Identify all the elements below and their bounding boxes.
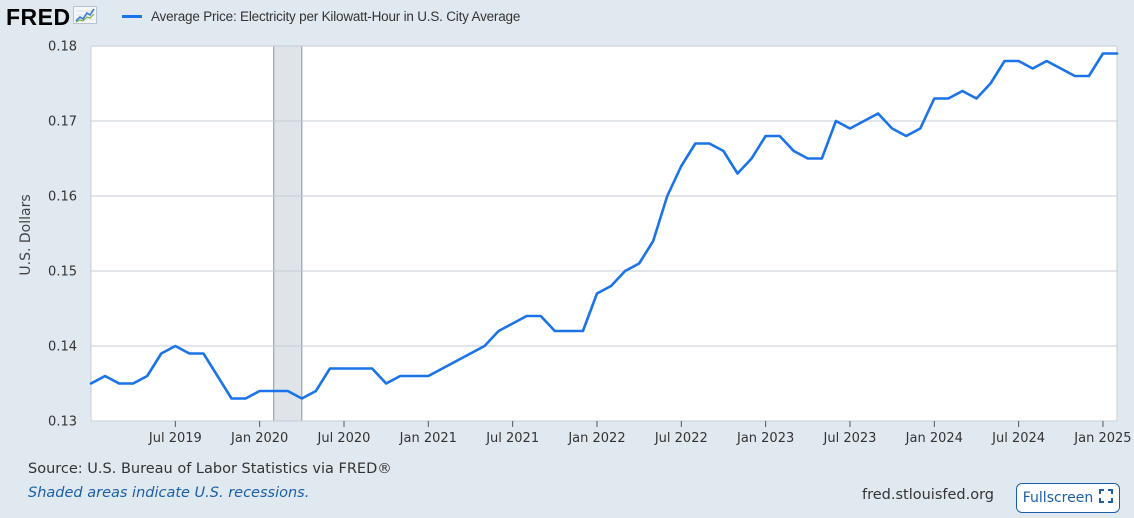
fullscreen-label: Fullscreen [1022, 490, 1094, 506]
y-tick-label: 0.18 [48, 40, 77, 55]
legend-swatch [122, 15, 142, 18]
plot-background [91, 46, 1117, 421]
chart-line-icon [72, 6, 97, 29]
y-axis-label: U.S. Dollars [18, 194, 34, 276]
x-tick-label: Jan 2021 [399, 431, 457, 446]
recession-note: Shaded areas indicate U.S. recessions. [28, 485, 310, 501]
x-tick-label: Jul 2019 [148, 431, 202, 446]
source-text: Source: U.S. Bureau of Labor Statistics … [28, 461, 392, 477]
x-tick-label: Jul 2020 [317, 431, 371, 446]
y-tick-label: 0.14 [48, 340, 77, 355]
x-axis-ticks: Jul 2019 Jan 2020 Jul 2020 Jan 2021 Jul 2021… [148, 421, 1132, 446]
x-tick-label: Jul 2021 [485, 431, 539, 446]
plot-area [91, 46, 1117, 421]
y-axis-ticks: 0.13 0.14 0.15 0.16 0.17 0.18 [48, 40, 77, 430]
fred-logo-text: FRED [6, 4, 71, 30]
x-tick-label: Jul 2022 [654, 431, 708, 446]
series-line[interactable] [89, 52, 1119, 400]
y-tick-label: 0.16 [48, 190, 77, 205]
fred-logo[interactable]: FRED [6, 4, 97, 31]
grid-layer [90, 45, 1118, 422]
x-tick-label: Jan 2022 [567, 431, 625, 446]
y-tick-label: 0.17 [48, 115, 77, 130]
legend-label: Average Price: Electricity per Kilowatt-… [151, 9, 521, 24]
x-tick-label: Jan 2020 [230, 431, 288, 446]
x-tick-label: Jan 2024 [905, 431, 963, 446]
series-layer[interactable] [89, 52, 1119, 400]
fullscreen-button[interactable]: Fullscreen [1016, 483, 1120, 513]
x-tick-label: Jul 2023 [823, 431, 877, 446]
y-tick-label: 0.13 [48, 415, 77, 430]
recession-layer [273, 45, 303, 422]
x-tick-label: Jan 2023 [736, 431, 794, 446]
y-tick-label: 0.15 [48, 265, 77, 280]
x-tick-label: Jul 2024 [991, 431, 1045, 446]
expand-icon [1099, 489, 1114, 507]
site-url[interactable]: fred.stlouisfed.org [862, 487, 995, 503]
x-tick-label: Jan 2025 [1073, 431, 1131, 446]
chart-legend[interactable]: Average Price: Electricity per Kilowatt-… [122, 9, 520, 24]
recession-band [273, 45, 303, 422]
